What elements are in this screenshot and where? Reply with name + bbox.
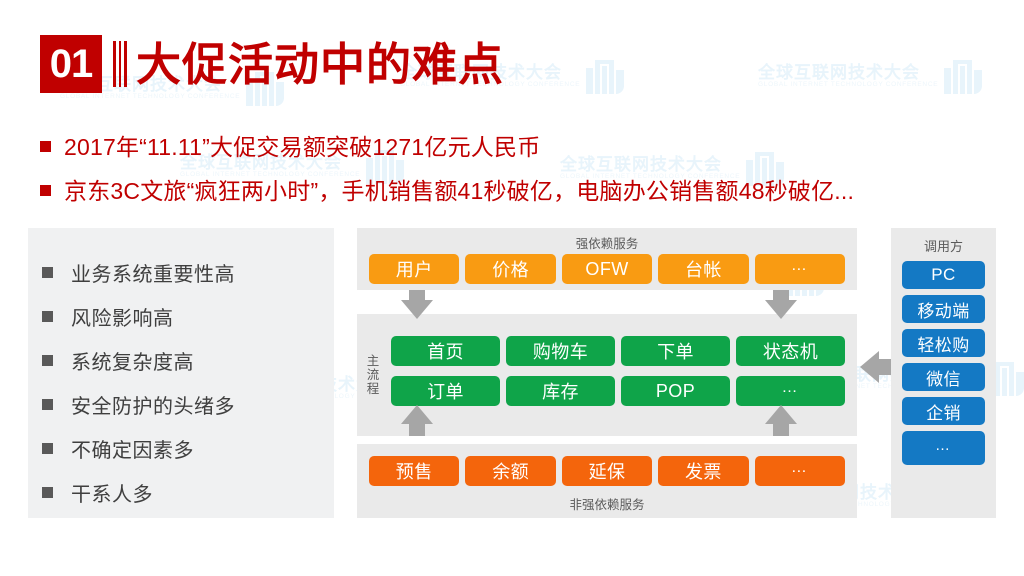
service-chip[interactable]: 延保 — [561, 456, 653, 486]
pain-point-label: 干系人多 — [71, 483, 153, 506]
caller-chip-more[interactable]: … — [902, 431, 985, 465]
caller-chip[interactable]: 轻松购 — [902, 329, 985, 357]
watermark-cn-text: 全球互联网技术大会 — [758, 62, 920, 82]
list-item: 京东3C文旅“疯狂两小时”，手机销售额41秒破亿，电脑办公销售额48秒破亿... — [40, 172, 854, 206]
watermark-en-text: GLOBAL INTERNET TECHNOLOGY CONFERENCE — [758, 80, 939, 88]
caller-chip[interactable]: 企销 — [902, 397, 985, 425]
list-item: 不确定因素多 — [42, 426, 334, 470]
flow-chip[interactable]: 首页 — [391, 336, 500, 366]
bullet-square-icon — [40, 141, 51, 152]
architecture-diagram: 强依赖服务 用户 价格 OFW 台帐 … 主流程 首页 购物车 下单 状态机 — [357, 228, 857, 518]
bullet-square-icon — [42, 442, 53, 454]
bullet-text: 京东3C文旅“疯狂两小时”，手机销售额41秒破亿，电脑办公销售额48秒破亿... — [64, 178, 855, 204]
bullet-square-icon — [40, 185, 51, 196]
pain-point-label: 风险影响高 — [71, 307, 174, 330]
arrow-down-icon — [765, 300, 797, 319]
highlight-bullet-list: 2017年“11.11”大促交易额突破1271亿元人民币 京东3C文旅“疯狂两小… — [40, 128, 854, 216]
bullet-text: 2017年“11.11”大促交易额突破1271亿元人民币 — [64, 134, 541, 160]
content-area: 业务系统重要性高 风险影响高 系统复杂度高 安全防护的头绪多 不确定因素多 干系… — [28, 228, 996, 518]
bullet-square-icon — [42, 398, 53, 410]
bullet-square-icon — [42, 354, 53, 366]
list-item: 业务系统重要性高 — [42, 250, 334, 294]
page-title: 大促活动中的难点 — [136, 38, 505, 90]
flow-chip[interactable]: 下单 — [621, 336, 730, 366]
pain-point-label: 系统复杂度高 — [71, 351, 194, 374]
bullet-square-icon — [42, 486, 53, 498]
service-chip[interactable]: 预售 — [369, 456, 460, 486]
pain-point-label: 业务系统重要性高 — [71, 263, 235, 286]
conference-logo-icon — [944, 58, 984, 94]
caller-chip[interactable]: 移动端 — [902, 295, 985, 323]
pain-points-panel: 业务系统重要性高 风险影响高 系统复杂度高 安全防护的头绪多 不确定因素多 干系… — [28, 228, 334, 518]
main-flow-chip-row-1: 首页 购物车 下单 状态机 — [391, 336, 845, 366]
arrow-down-icon — [401, 300, 433, 319]
list-item: 干系人多 — [42, 470, 334, 514]
list-item: 安全防护的头绪多 — [42, 382, 334, 426]
caller-chip[interactable]: PC — [902, 261, 985, 289]
service-chip[interactable]: 价格 — [465, 254, 556, 284]
flow-chip-more[interactable]: … — [736, 376, 845, 406]
watermark-en-text: GLOBAL INTERNET TECHNOLOGY CONFERENCE — [60, 92, 241, 100]
flow-chip[interactable]: 购物车 — [506, 336, 615, 366]
strong-dependency-chip-row: 用户 价格 OFW 台帐 … — [369, 254, 846, 284]
caller-chip[interactable]: 微信 — [902, 363, 985, 391]
list-item: 风险影响高 — [42, 294, 334, 338]
flow-chip[interactable]: 状态机 — [736, 336, 845, 366]
arrow-up-icon — [401, 405, 433, 424]
service-chip[interactable]: OFW — [561, 254, 653, 284]
callers-panel-title: 调用方 — [923, 239, 963, 254]
bullet-square-icon — [42, 266, 53, 278]
service-chip-more[interactable]: … — [754, 456, 846, 486]
flow-chip[interactable]: 库存 — [506, 376, 615, 406]
bullet-square-icon — [42, 310, 53, 322]
band-label: 非强依赖服务 — [569, 498, 645, 512]
strong-dependency-band: 强依赖服务 用户 价格 OFW 台帐 … — [357, 228, 857, 290]
service-chip[interactable]: 台帐 — [658, 254, 749, 284]
band-label: 强依赖服务 — [575, 237, 639, 251]
arrow-stem — [409, 290, 425, 302]
conference-logo-icon — [586, 58, 626, 94]
service-chip[interactable]: 用户 — [369, 254, 460, 284]
section-number-badge: 01 — [40, 35, 102, 93]
arrow-stem — [773, 290, 789, 302]
flow-chip[interactable]: 订单 — [391, 376, 500, 406]
band-label-vertical: 主流程 — [366, 354, 380, 396]
pain-point-label: 安全防护的头绪多 — [71, 395, 235, 418]
callers-panel: 调用方 PC 移动端 轻松购 微信 企销 … — [891, 228, 996, 518]
service-chip[interactable]: 发票 — [658, 456, 749, 486]
slide-header: 01 大促活动中的难点 — [40, 35, 504, 93]
arrow-stem — [409, 424, 425, 436]
non-strong-dependency-chip-row: 预售 余额 延保 发票 … — [369, 456, 846, 486]
watermark: 全球互联网技术大会 GLOBAL INTERNET TECHNOLOGY CON… — [758, 58, 984, 94]
arrow-up-icon — [765, 405, 797, 424]
arrow-stem — [879, 359, 891, 375]
non-strong-dependency-band: 预售 余额 延保 发票 … 非强依赖服务 — [357, 444, 857, 518]
arrow-stem — [773, 424, 789, 436]
title-divider — [113, 41, 127, 87]
arrow-left-icon — [860, 351, 879, 383]
main-flow-chip-row-2: 订单 库存 POP … — [391, 376, 845, 406]
service-chip[interactable]: 余额 — [465, 456, 556, 486]
list-item: 系统复杂度高 — [42, 338, 334, 382]
flow-chip[interactable]: POP — [621, 376, 730, 406]
list-item: 2017年“11.11”大促交易额突破1271亿元人民币 — [40, 128, 854, 162]
service-chip-more[interactable]: … — [754, 254, 846, 284]
pain-point-label: 不确定因素多 — [71, 439, 194, 462]
